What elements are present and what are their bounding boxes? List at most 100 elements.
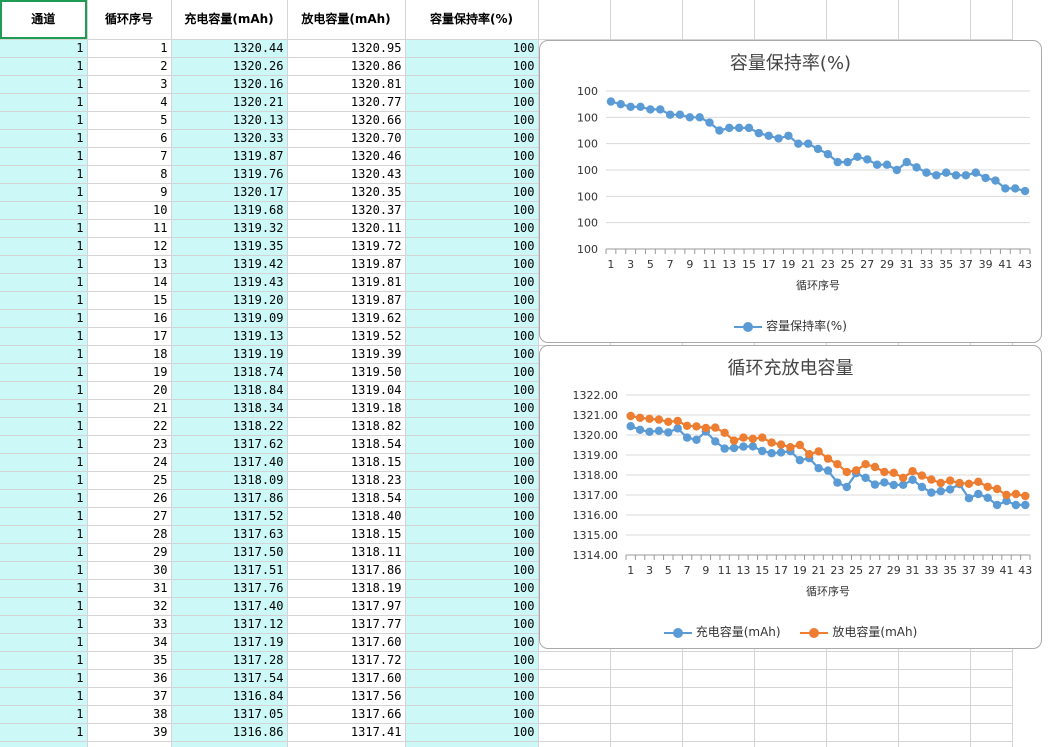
- data-point[interactable]: [645, 414, 654, 423]
- table-cell[interactable]: 1320.44: [171, 39, 288, 58]
- table-cell[interactable]: 100: [405, 705, 539, 724]
- data-point[interactable]: [729, 443, 739, 453]
- table-cell[interactable]: 100: [405, 489, 539, 508]
- data-point[interactable]: [991, 176, 1000, 185]
- data-point[interactable]: [992, 484, 1002, 494]
- table-cell[interactable]: 1: [0, 363, 88, 382]
- empty-cell[interactable]: [538, 741, 611, 747]
- table-cell[interactable]: 1319.52: [287, 327, 406, 346]
- table-cell[interactable]: 1: [0, 327, 88, 346]
- table-cell[interactable]: 9: [87, 183, 172, 202]
- table-cell[interactable]: 21: [87, 399, 172, 418]
- table-cell[interactable]: 1318.15: [287, 453, 406, 472]
- data-point[interactable]: [898, 480, 908, 489]
- data-point[interactable]: [814, 447, 823, 456]
- table-cell[interactable]: 1319.20: [171, 291, 288, 310]
- table-cell[interactable]: 1317.28: [171, 651, 288, 670]
- table-cell[interactable]: 1317.86: [287, 561, 406, 580]
- data-point[interactable]: [898, 473, 908, 482]
- table-cell[interactable]: 100: [405, 39, 539, 58]
- data-point[interactable]: [665, 110, 675, 119]
- column-header[interactable]: 充电容量(mAh): [171, 0, 288, 40]
- table-cell[interactable]: 1: [0, 597, 88, 616]
- table-cell[interactable]: 1: [0, 453, 88, 472]
- data-point[interactable]: [902, 157, 911, 167]
- table-cell[interactable]: 100: [405, 129, 539, 148]
- data-point[interactable]: [656, 105, 665, 114]
- data-point[interactable]: [951, 171, 961, 180]
- table-cell[interactable]: 11: [87, 219, 172, 238]
- table-cell[interactable]: 1319.43: [171, 273, 288, 292]
- table-cell[interactable]: 1318.40: [287, 507, 406, 526]
- data-point[interactable]: [908, 475, 917, 484]
- empty-cell[interactable]: [538, 723, 611, 742]
- data-point[interactable]: [636, 102, 645, 111]
- data-point[interactable]: [843, 157, 852, 167]
- empty-cell[interactable]: [682, 687, 755, 706]
- data-point[interactable]: [734, 123, 744, 133]
- data-point[interactable]: [974, 477, 983, 486]
- empty-cell[interactable]: [682, 705, 755, 724]
- table-cell[interactable]: 100: [405, 363, 539, 382]
- data-point[interactable]: [675, 110, 685, 119]
- data-point[interactable]: [917, 471, 927, 480]
- data-point[interactable]: [1002, 490, 1011, 500]
- data-point[interactable]: [917, 482, 927, 492]
- empty-cell[interactable]: [826, 0, 899, 40]
- data-point[interactable]: [974, 489, 983, 499]
- empty-cell[interactable]: [682, 669, 755, 688]
- empty-cell[interactable]: [610, 705, 683, 724]
- table-cell[interactable]: 1320.86: [287, 57, 406, 76]
- table-cell[interactable]: 1: [0, 705, 88, 724]
- table-cell[interactable]: 1: [0, 183, 88, 202]
- table-cell[interactable]: 100: [405, 651, 539, 670]
- table-cell[interactable]: 100: [405, 687, 539, 706]
- table-cell[interactable]: 5: [87, 111, 172, 130]
- table-cell[interactable]: 100: [405, 273, 539, 292]
- table-cell[interactable]: 100: [405, 237, 539, 256]
- empty-cell[interactable]: [682, 723, 755, 742]
- data-point[interactable]: [776, 448, 786, 457]
- table-cell[interactable]: 1319.32: [171, 219, 288, 238]
- data-point[interactable]: [983, 482, 992, 491]
- empty-cell[interactable]: [898, 723, 971, 742]
- table-cell[interactable]: 1317.63: [171, 525, 288, 544]
- table-cell[interactable]: 1319.04: [287, 381, 406, 400]
- table-cell[interactable]: 1319.18: [287, 399, 406, 418]
- table-cell[interactable]: 18: [87, 345, 172, 364]
- data-point[interactable]: [606, 97, 616, 106]
- table-cell[interactable]: 1317.62: [171, 435, 288, 454]
- data-point[interactable]: [870, 480, 880, 489]
- data-point[interactable]: [758, 433, 767, 442]
- table-cell[interactable]: 100: [405, 669, 539, 688]
- table-cell[interactable]: 1317.60: [287, 633, 406, 652]
- table-cell[interactable]: 1318.34: [171, 399, 288, 418]
- table-cell[interactable]: 100: [405, 75, 539, 94]
- table-cell[interactable]: [171, 741, 288, 747]
- table-cell[interactable]: 100: [405, 309, 539, 328]
- data-point[interactable]: [880, 478, 889, 487]
- table-cell[interactable]: 100: [405, 561, 539, 580]
- table-cell[interactable]: 100: [405, 507, 539, 526]
- table-cell[interactable]: 12: [87, 237, 172, 256]
- empty-cell[interactable]: [898, 669, 971, 688]
- table-cell[interactable]: 1319.13: [171, 327, 288, 346]
- table-cell[interactable]: 1: [0, 147, 88, 166]
- table-cell[interactable]: 1: [0, 561, 88, 580]
- table-cell[interactable]: 100: [405, 453, 539, 472]
- table-cell[interactable]: 1317.52: [171, 507, 288, 526]
- table-cell[interactable]: 14: [87, 273, 172, 292]
- table-cell[interactable]: 1318.09: [171, 471, 288, 490]
- data-point[interactable]: [682, 433, 692, 442]
- data-point[interactable]: [744, 123, 754, 133]
- data-point[interactable]: [645, 427, 654, 436]
- table-cell[interactable]: 1: [0, 273, 88, 292]
- data-point[interactable]: [1001, 184, 1010, 193]
- data-point[interactable]: [711, 437, 720, 446]
- empty-cell[interactable]: [970, 0, 1013, 40]
- table-cell[interactable]: [0, 741, 88, 747]
- table-cell[interactable]: 100: [405, 579, 539, 598]
- table-cell[interactable]: 1320.11: [287, 219, 406, 238]
- table-cell[interactable]: 1317.66: [287, 705, 406, 724]
- table-cell[interactable]: 30: [87, 561, 172, 580]
